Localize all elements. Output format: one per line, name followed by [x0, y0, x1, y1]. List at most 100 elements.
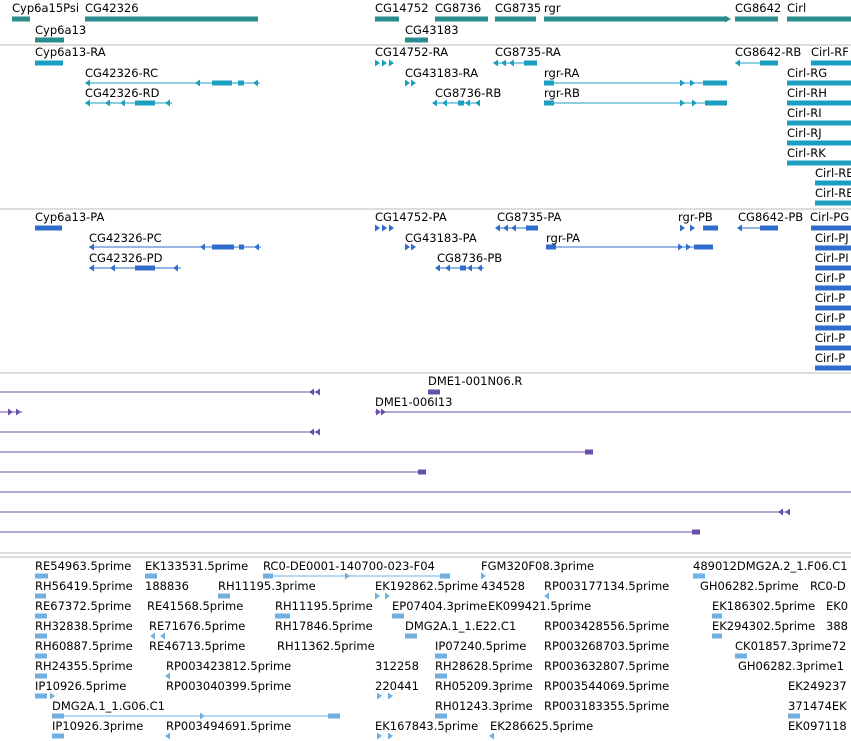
feature-glyph[interactable]	[12, 16, 30, 22]
feature-glyph[interactable]	[435, 673, 447, 679]
transcript-label: Cirl-RE	[815, 186, 851, 200]
feature-glyph[interactable]	[815, 285, 851, 291]
feature-glyph[interactable]	[481, 572, 486, 580]
feature-glyph[interactable]	[544, 99, 727, 107]
est-label: RP003177134.5prime	[544, 579, 669, 593]
est-label: EK249237	[788, 679, 847, 693]
feature-glyph[interactable]	[85, 99, 172, 107]
feature-glyph[interactable]	[89, 264, 181, 272]
protein-label: Cirl-PJ	[815, 231, 849, 245]
feature-glyph[interactable]	[377, 732, 393, 740]
feature-glyph[interactable]	[493, 59, 537, 67]
feature-glyph[interactable]	[735, 59, 778, 67]
feature-glyph[interactable]	[495, 16, 536, 22]
feature-glyph[interactable]	[35, 653, 47, 659]
feature-glyph[interactable]	[815, 265, 851, 271]
feature-glyph[interactable]	[680, 224, 718, 232]
feature-glyph[interactable]	[0, 469, 426, 475]
feature-glyph[interactable]	[815, 180, 851, 186]
feature-glyph[interactable]	[35, 593, 46, 599]
feature-glyph[interactable]	[165, 672, 170, 680]
feature-glyph[interactable]	[544, 592, 549, 600]
feature-glyph[interactable]	[432, 99, 480, 107]
feature-glyph[interactable]	[737, 224, 778, 232]
feature-glyph[interactable]	[435, 16, 488, 22]
feature-glyph[interactable]	[35, 60, 63, 66]
feature-glyph[interactable]	[263, 572, 450, 580]
feature-glyph[interactable]	[405, 243, 416, 251]
feature-glyph[interactable]	[275, 613, 290, 619]
feature-glyph[interactable]	[544, 15, 731, 23]
est-label: EK167843.5prime	[375, 719, 478, 733]
feature-glyph[interactable]	[85, 79, 260, 87]
feature-glyph[interactable]	[0, 428, 320, 436]
feature-glyph[interactable]	[52, 733, 64, 739]
feature-glyph[interactable]	[145, 573, 157, 579]
feature-glyph[interactable]	[218, 593, 230, 599]
feature-glyph[interactable]	[435, 713, 447, 719]
clone-track: DME1-001N06.R DME1-006I13	[0, 374, 851, 535]
feature-glyph[interactable]	[405, 633, 417, 639]
feature-glyph[interactable]	[735, 653, 747, 659]
feature-glyph[interactable]	[788, 713, 800, 719]
feature-glyph[interactable]	[0, 449, 593, 455]
feature-glyph[interactable]	[787, 16, 851, 22]
feature-glyph[interactable]	[811, 225, 851, 231]
est-track: RE54963.5prime EK133531.5prime RC0-DE0001-…	[35, 559, 848, 740]
feature-glyph[interactable]	[35, 692, 55, 700]
feature-glyph[interactable]	[0, 508, 790, 516]
transcript-label: Cirl-RE	[815, 166, 851, 180]
feature-glyph[interactable]	[0, 408, 22, 416]
feature-glyph[interactable]	[392, 613, 404, 619]
feature-glyph[interactable]	[375, 408, 851, 416]
feature-glyph[interactable]	[35, 613, 47, 619]
feature-glyph[interactable]	[85, 16, 258, 22]
feature-glyph[interactable]	[35, 37, 64, 43]
feature-glyph[interactable]	[815, 365, 851, 371]
feature-glyph[interactable]	[377, 692, 393, 700]
feature-glyph[interactable]	[0, 388, 320, 396]
feature-glyph[interactable]	[787, 160, 851, 166]
feature-glyph[interactable]	[375, 224, 394, 232]
feature-glyph[interactable]	[35, 673, 47, 679]
feature-glyph[interactable]	[375, 16, 399, 22]
feature-glyph[interactable]	[35, 573, 48, 579]
feature-glyph[interactable]	[150, 632, 165, 640]
feature-glyph[interactable]	[712, 633, 722, 639]
feature-glyph[interactable]	[52, 712, 340, 720]
feature-glyph[interactable]	[495, 224, 538, 232]
feature-glyph[interactable]	[815, 245, 851, 251]
feature-glyph[interactable]	[815, 325, 851, 331]
feature-glyph[interactable]	[735, 16, 778, 22]
feature-glyph[interactable]	[405, 37, 428, 43]
clone-label: DME1-006I13	[375, 395, 453, 409]
est-label: DMG2A.1_1.G06.C1	[52, 699, 165, 713]
feature-glyph[interactable]	[89, 243, 261, 251]
feature-glyph[interactable]	[815, 305, 851, 311]
feature-glyph[interactable]	[787, 100, 851, 106]
feature-glyph[interactable]	[787, 120, 851, 126]
est-label: RH11195.5prime	[275, 599, 373, 613]
feature-glyph[interactable]	[489, 732, 494, 740]
feature-glyph[interactable]	[815, 345, 851, 351]
feature-glyph[interactable]	[165, 732, 170, 740]
feature-glyph[interactable]	[375, 59, 394, 67]
feature-glyph[interactable]	[435, 264, 484, 272]
feature-glyph[interactable]	[405, 79, 416, 87]
feature-glyph[interactable]	[815, 200, 851, 206]
feature-glyph[interactable]	[428, 389, 440, 395]
feature-glyph[interactable]	[693, 573, 705, 579]
feature-glyph[interactable]	[0, 529, 700, 535]
feature-glyph[interactable]	[375, 592, 390, 600]
protein-label: Cyp6a13-PA	[35, 210, 104, 224]
feature-glyph[interactable]	[35, 225, 62, 231]
feature-glyph[interactable]	[435, 653, 447, 659]
protein-label: rgr-PA	[546, 231, 580, 245]
feature-glyph[interactable]	[787, 140, 851, 146]
feature-glyph[interactable]	[546, 243, 713, 251]
feature-glyph[interactable]	[787, 80, 851, 86]
feature-glyph[interactable]	[35, 633, 47, 639]
feature-glyph[interactable]	[712, 613, 722, 619]
feature-glyph[interactable]	[811, 60, 851, 66]
feature-glyph[interactable]	[544, 79, 727, 87]
